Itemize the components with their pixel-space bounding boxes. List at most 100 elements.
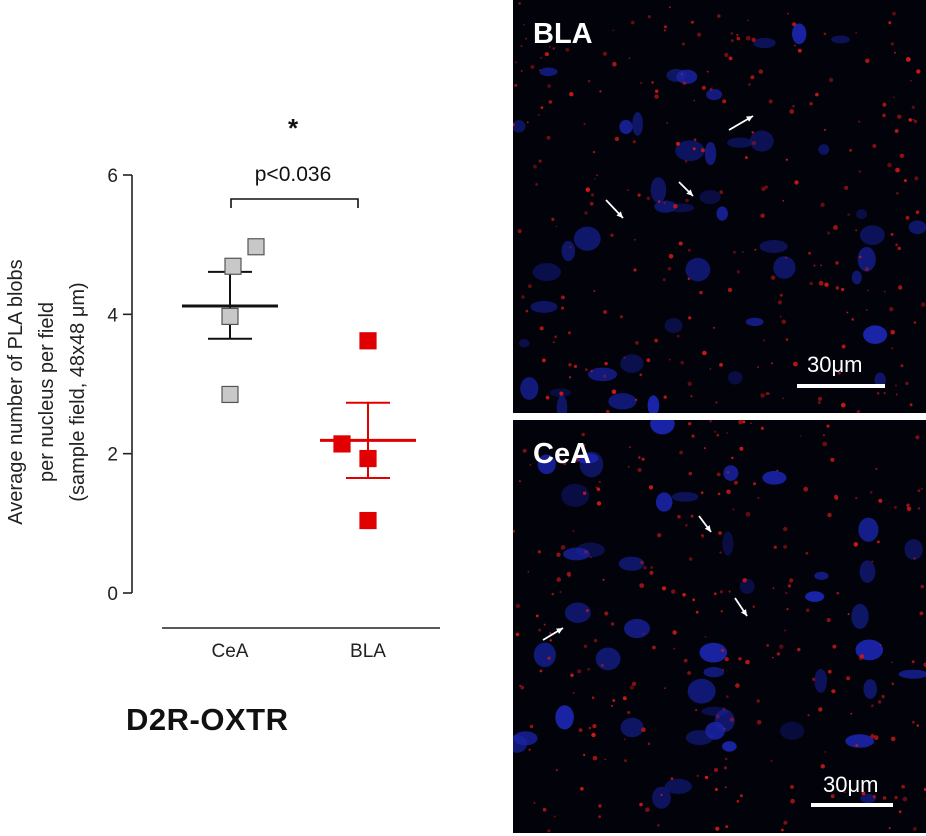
pla-dot — [736, 270, 740, 274]
pla-dot — [753, 482, 756, 486]
nucleus-blob — [556, 395, 568, 413]
pla-dot — [513, 530, 515, 533]
pla-dot — [522, 448, 527, 453]
pla-dot — [714, 768, 718, 772]
pla-dot — [592, 150, 596, 154]
pla-dot — [722, 668, 725, 672]
pla-dot — [760, 213, 765, 218]
pla-dot — [833, 225, 838, 230]
data-point — [359, 332, 377, 350]
nucleus-blob — [762, 471, 787, 485]
pla-dot — [723, 727, 726, 730]
pla-dot — [610, 233, 614, 237]
pla-dot — [559, 391, 564, 396]
pla-dot — [742, 578, 747, 583]
pla-dot — [687, 277, 690, 280]
pla-dot — [577, 669, 582, 674]
panel-divider — [513, 413, 926, 420]
pla-dot — [685, 524, 688, 527]
pla-dot — [858, 656, 863, 661]
pla-dot — [736, 33, 739, 37]
pla-dot — [818, 280, 824, 286]
pla-dot — [661, 586, 667, 591]
pla-dot — [639, 802, 643, 807]
significance-star: * — [288, 113, 299, 143]
pla-dot — [760, 426, 764, 430]
data-point — [221, 385, 239, 404]
nucleus-blob — [667, 203, 695, 213]
scatter-chart: 0 2 4 6 CeA BLA Average number of PLA blobs … — [5, 113, 440, 662]
pla-dot — [690, 20, 694, 24]
pla-dot — [680, 360, 684, 365]
pla-dot — [572, 530, 575, 532]
pla-dot — [820, 202, 825, 207]
pla-dot — [666, 122, 669, 124]
pla-dot — [761, 186, 766, 192]
pla-dot — [596, 487, 601, 491]
nucleus-blob — [533, 642, 556, 668]
pla-dot — [905, 57, 911, 62]
pla-dot — [700, 148, 705, 153]
pla-dot — [824, 751, 827, 753]
pla-dot — [682, 81, 687, 86]
pla-dot — [752, 605, 755, 608]
pla-dot — [641, 457, 645, 461]
pla-dot — [657, 824, 660, 827]
pla-dot — [547, 84, 551, 88]
pla-dot — [894, 51, 896, 54]
pla-dot — [779, 644, 784, 649]
pla-dot — [671, 589, 676, 594]
nucleus-blob — [860, 793, 877, 804]
data-point — [247, 238, 265, 256]
pla-dot — [754, 248, 757, 251]
nucleus-blob — [753, 37, 776, 49]
pla-dot — [581, 432, 585, 437]
pla-dot — [844, 185, 849, 190]
pla-dot — [687, 671, 691, 675]
pla-dot — [692, 598, 696, 602]
arrowhead-icon — [556, 628, 563, 634]
pla-dot — [570, 673, 574, 677]
pla-dot — [688, 316, 692, 320]
pla-dot — [828, 669, 832, 674]
pla-dot — [905, 381, 909, 386]
pla-dot — [772, 587, 775, 590]
pla-dot — [757, 366, 759, 369]
pla-dot — [892, 11, 896, 16]
pla-dot — [646, 358, 651, 363]
pla-dot — [713, 592, 717, 596]
pla-dot — [704, 635, 707, 638]
pla-dot — [543, 623, 546, 626]
pla-dot — [709, 368, 712, 370]
pla-dot — [567, 331, 571, 335]
pla-dot — [632, 140, 636, 144]
pla-dot — [897, 114, 902, 119]
pla-dot — [729, 717, 735, 722]
pla-dot — [870, 734, 875, 739]
pla-dot — [889, 307, 894, 312]
nucleus-blob — [706, 89, 723, 101]
pla-dot — [584, 211, 588, 215]
pla-dot — [554, 335, 557, 339]
pla-dot — [673, 647, 676, 650]
pla-dot — [915, 210, 920, 214]
pla-dot — [850, 712, 853, 715]
pla-dot — [898, 810, 902, 813]
pla-dot — [520, 685, 525, 690]
pla-dot — [690, 395, 693, 398]
pla-dot — [684, 160, 688, 163]
pla-dot — [744, 156, 748, 160]
y-axis: 0 2 4 6 — [107, 166, 133, 605]
pla-dot — [783, 544, 788, 549]
nucleus-blob — [664, 778, 692, 794]
pla-dot — [895, 243, 899, 247]
nucleus-blob — [908, 220, 926, 235]
pla-dot — [849, 149, 852, 152]
pla-dot — [647, 15, 651, 19]
pla-dot — [561, 295, 565, 300]
pla-dot — [786, 608, 789, 611]
pla-dot — [891, 682, 895, 686]
nucleus-blob — [739, 578, 755, 594]
pla-dot — [583, 444, 586, 447]
pla-dot — [831, 689, 836, 694]
